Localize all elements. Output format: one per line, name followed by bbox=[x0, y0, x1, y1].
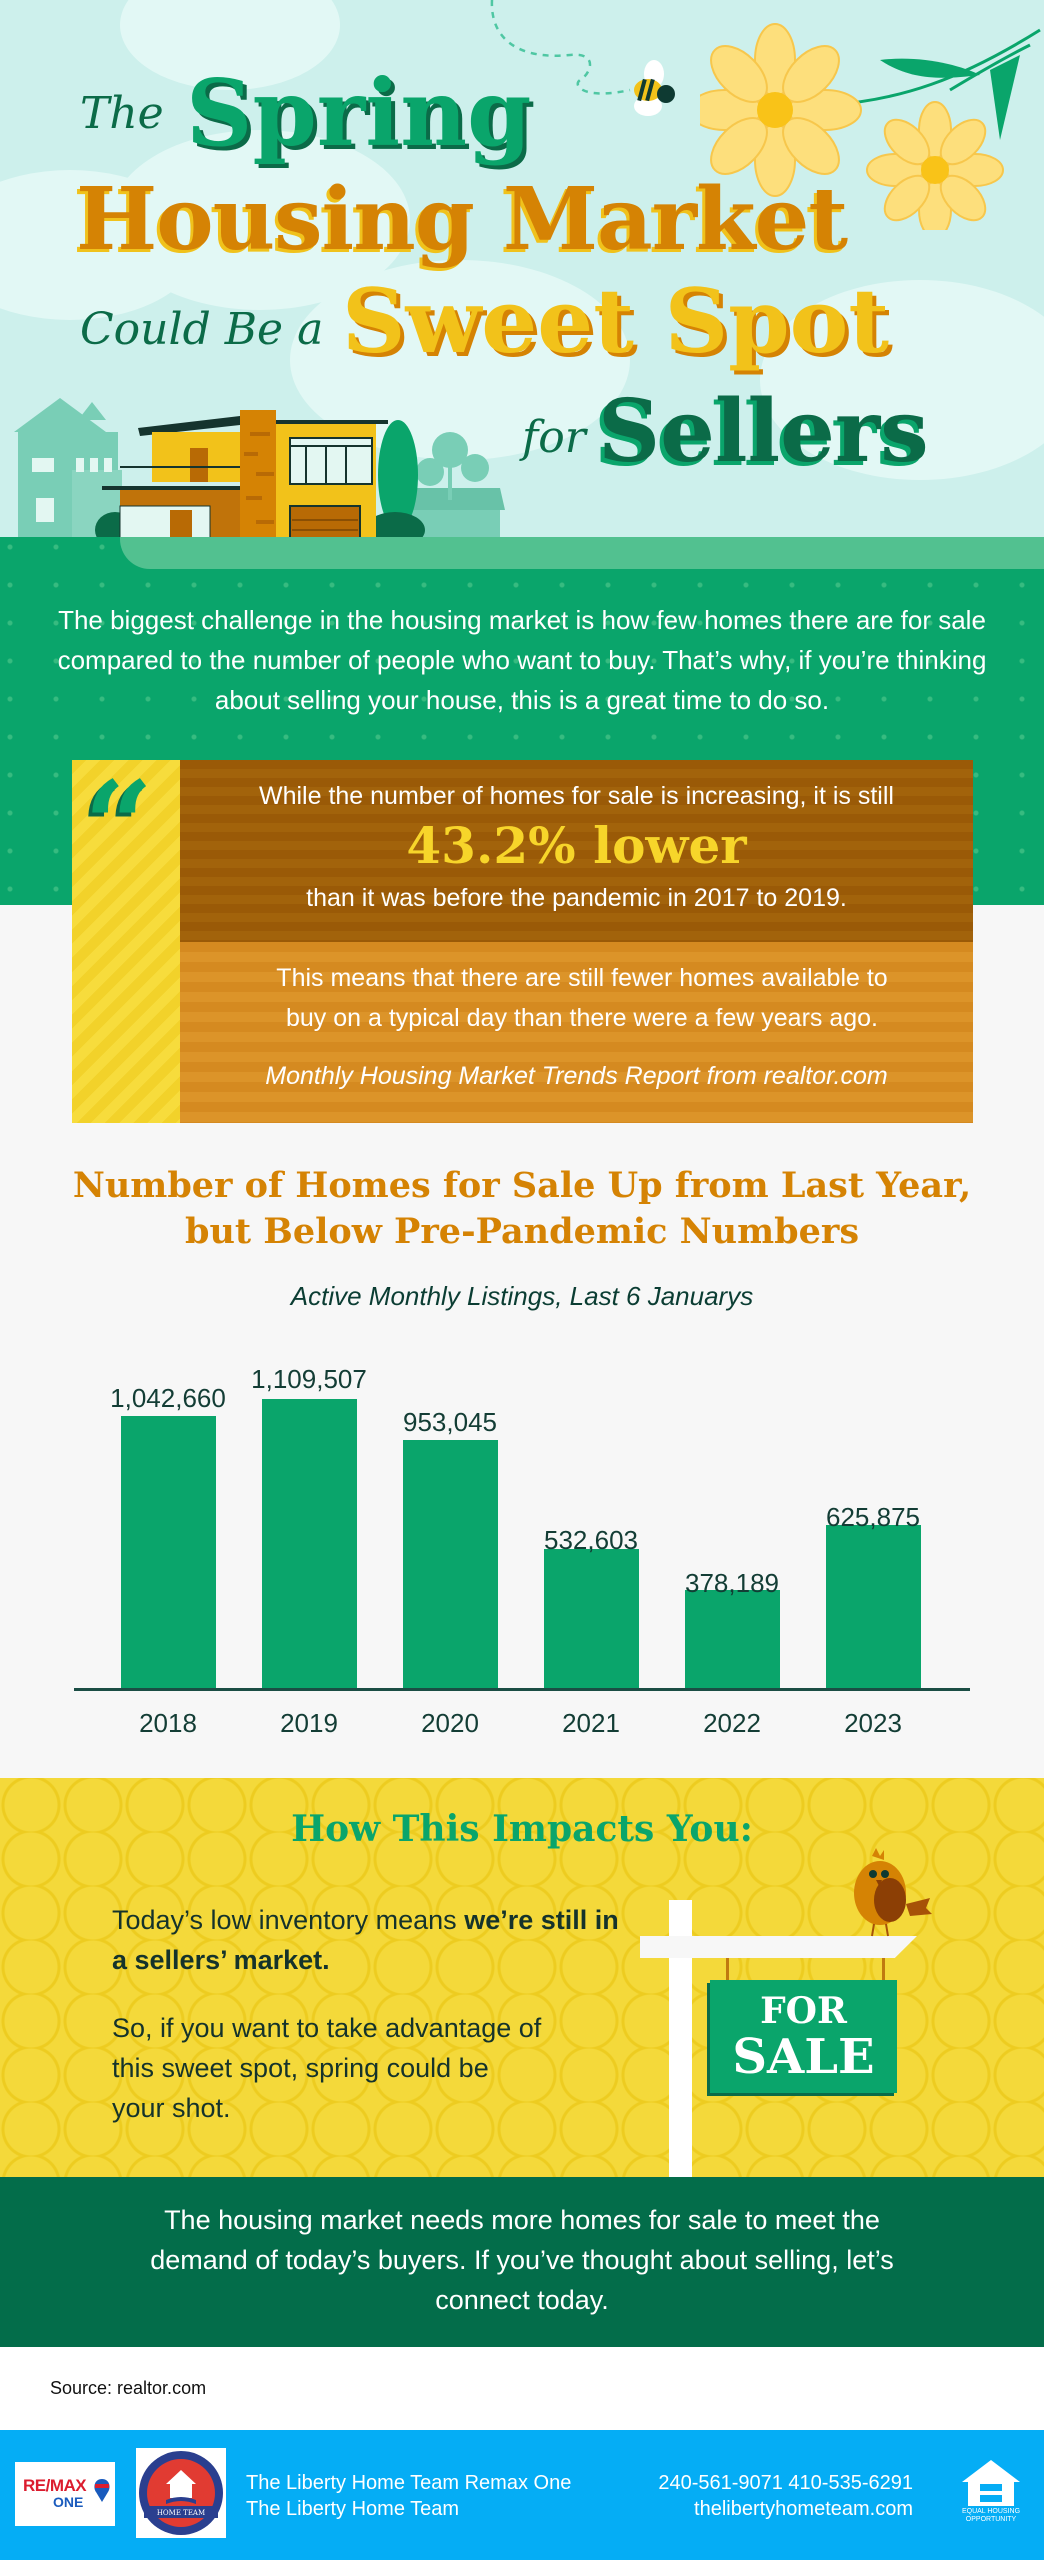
impact-paragraph-1: Today’s low inventory means we’re still … bbox=[112, 1900, 632, 1980]
impact-title: How This Impacts You: bbox=[291, 1808, 753, 1850]
x-axis-line bbox=[74, 1688, 970, 1691]
footer: RE/MAX ONE HOME TEAM The Liberty Home Te… bbox=[0, 2430, 1044, 2560]
house-illustration-icon bbox=[14, 398, 505, 540]
hero-header: The Spring Housing Market Could Be a Swe… bbox=[0, 0, 1044, 545]
quote-strip bbox=[72, 760, 180, 1123]
flowers-icon bbox=[700, 23, 1041, 230]
team-name-line-1: The Liberty Home Team Remax One bbox=[246, 2472, 572, 2494]
bar-value-2021: 532,603 bbox=[544, 1525, 638, 1555]
x-tick-2022: 2022 bbox=[703, 1708, 761, 1738]
x-tick-2019: 2019 bbox=[280, 1708, 338, 1738]
bar-2022 bbox=[685, 1590, 780, 1688]
title-could-be-a: Could Be a bbox=[80, 304, 324, 355]
sign-line-sale: SALE bbox=[732, 2029, 875, 2085]
balloon-icon bbox=[94, 2479, 110, 2502]
quote-highlight: 43.2% lower bbox=[406, 816, 747, 875]
remax-logo-subtext: ONE bbox=[53, 2494, 84, 2510]
bar-value-2023: 625,875 bbox=[826, 1502, 920, 1532]
x-tick-2020: 2020 bbox=[421, 1708, 479, 1738]
for-sale-sign: FOR SALE bbox=[710, 1980, 897, 2093]
impact-p1-bold: we’re still in a sellers’ market. bbox=[112, 1905, 619, 1975]
website-link[interactable]: thelibertyhometeam.com bbox=[694, 2498, 913, 2520]
sign-post bbox=[669, 1900, 692, 2177]
bar-2018 bbox=[121, 1416, 216, 1688]
cta-paragraph: The housing market needs more homes for … bbox=[150, 2205, 894, 2315]
quote-box: “ While the number of homes for sale is … bbox=[72, 760, 973, 1123]
bar-value-2022: 378,189 bbox=[685, 1568, 779, 1598]
x-tick-2021: 2021 bbox=[562, 1708, 620, 1738]
lawn-path bbox=[120, 537, 1044, 569]
source-note: Source: realtor.com bbox=[50, 2378, 207, 2398]
bar-2019 bbox=[262, 1399, 357, 1688]
cloud bbox=[760, 280, 1044, 480]
bird-icon bbox=[854, 1848, 932, 1937]
sign-chain bbox=[726, 1958, 729, 1980]
sign-chain bbox=[882, 1958, 885, 1980]
intro-paragraph: The biggest challenge in the housing mar… bbox=[57, 605, 987, 715]
impact-p1-normal: Today’s low inventory means bbox=[112, 1905, 465, 1935]
eho-label-2: OPPORTUNITY bbox=[965, 2516, 1017, 2523]
x-tick-2023: 2023 bbox=[844, 1708, 902, 1738]
quote-bottom-panel bbox=[180, 942, 973, 1123]
team-name-line-2: The Liberty Home Team bbox=[246, 2498, 460, 2520]
equal-housing-label: EQUAL HOUSING OPPORTUNITY bbox=[958, 2508, 1024, 2524]
eho-label-1: EQUAL HOUSING bbox=[961, 2508, 1021, 2515]
title-for: for bbox=[522, 412, 586, 463]
x-tick-2018: 2018 bbox=[139, 1708, 197, 1738]
liberty-badge-icon: HOME TEAM bbox=[139, 2451, 223, 2535]
quote-top-panel bbox=[180, 760, 973, 942]
chart-title: Number of Homes for Sale Up from Last Ye… bbox=[72, 1165, 972, 1252]
quote-mark-icon: “ bbox=[84, 755, 154, 896]
title-the: The bbox=[80, 88, 164, 139]
bar-value-2019: 1,109,507 bbox=[251, 1364, 367, 1394]
quote-line-1: While the number of homes for sale is in… bbox=[259, 782, 894, 810]
bar-2021 bbox=[544, 1549, 639, 1688]
impact-section bbox=[0, 1778, 1044, 2178]
title-sellers: Sellers bbox=[598, 381, 929, 482]
quote-citation: Monthly Housing Market Trends Report fro… bbox=[265, 1062, 888, 1090]
phone-numbers[interactable]: 240-561-9071 410-535-6291 bbox=[658, 2472, 913, 2494]
bar-value-2020: 953,045 bbox=[403, 1407, 497, 1437]
remax-logo-text: RE/MAX bbox=[23, 2476, 87, 2495]
bar-2023 bbox=[826, 1525, 921, 1688]
bee-trail-icon bbox=[490, 0, 631, 95]
equal-housing-icon bbox=[962, 2460, 1020, 2506]
chart-subtitle: Active Monthly Listings, Last 6 Januarys bbox=[290, 1281, 754, 1311]
equal-housing-logo: EQUAL HOUSING OPPORTUNITY bbox=[958, 2458, 1024, 2524]
title-sweet-spot: Sweet Spot bbox=[342, 269, 889, 373]
remax-logo[interactable]: RE/MAX ONE bbox=[15, 2462, 115, 2526]
bar-2020 bbox=[403, 1440, 498, 1688]
sign-line-for: FOR bbox=[760, 1990, 847, 2032]
liberty-home-team-logo[interactable]: HOME TEAM bbox=[136, 2448, 226, 2538]
bar-value-2018: 1,042,660 bbox=[110, 1383, 226, 1413]
title-housing-market: Housing Market bbox=[76, 169, 848, 270]
source-area bbox=[0, 2347, 1044, 2430]
cta-section bbox=[0, 2177, 1044, 2347]
title-spring: Spring bbox=[186, 59, 532, 167]
bee-icon bbox=[634, 60, 675, 116]
liberty-band-text: HOME TEAM bbox=[157, 2509, 205, 2517]
quote-line-2: than it was before the pandemic in 2017 … bbox=[306, 884, 847, 912]
quote-line-3: This means that there are still fewer ho… bbox=[276, 964, 888, 1032]
sign-crossbar bbox=[640, 1936, 917, 1958]
impact-paragraph-2: So, if you want to take advantage of thi… bbox=[112, 2013, 542, 2123]
